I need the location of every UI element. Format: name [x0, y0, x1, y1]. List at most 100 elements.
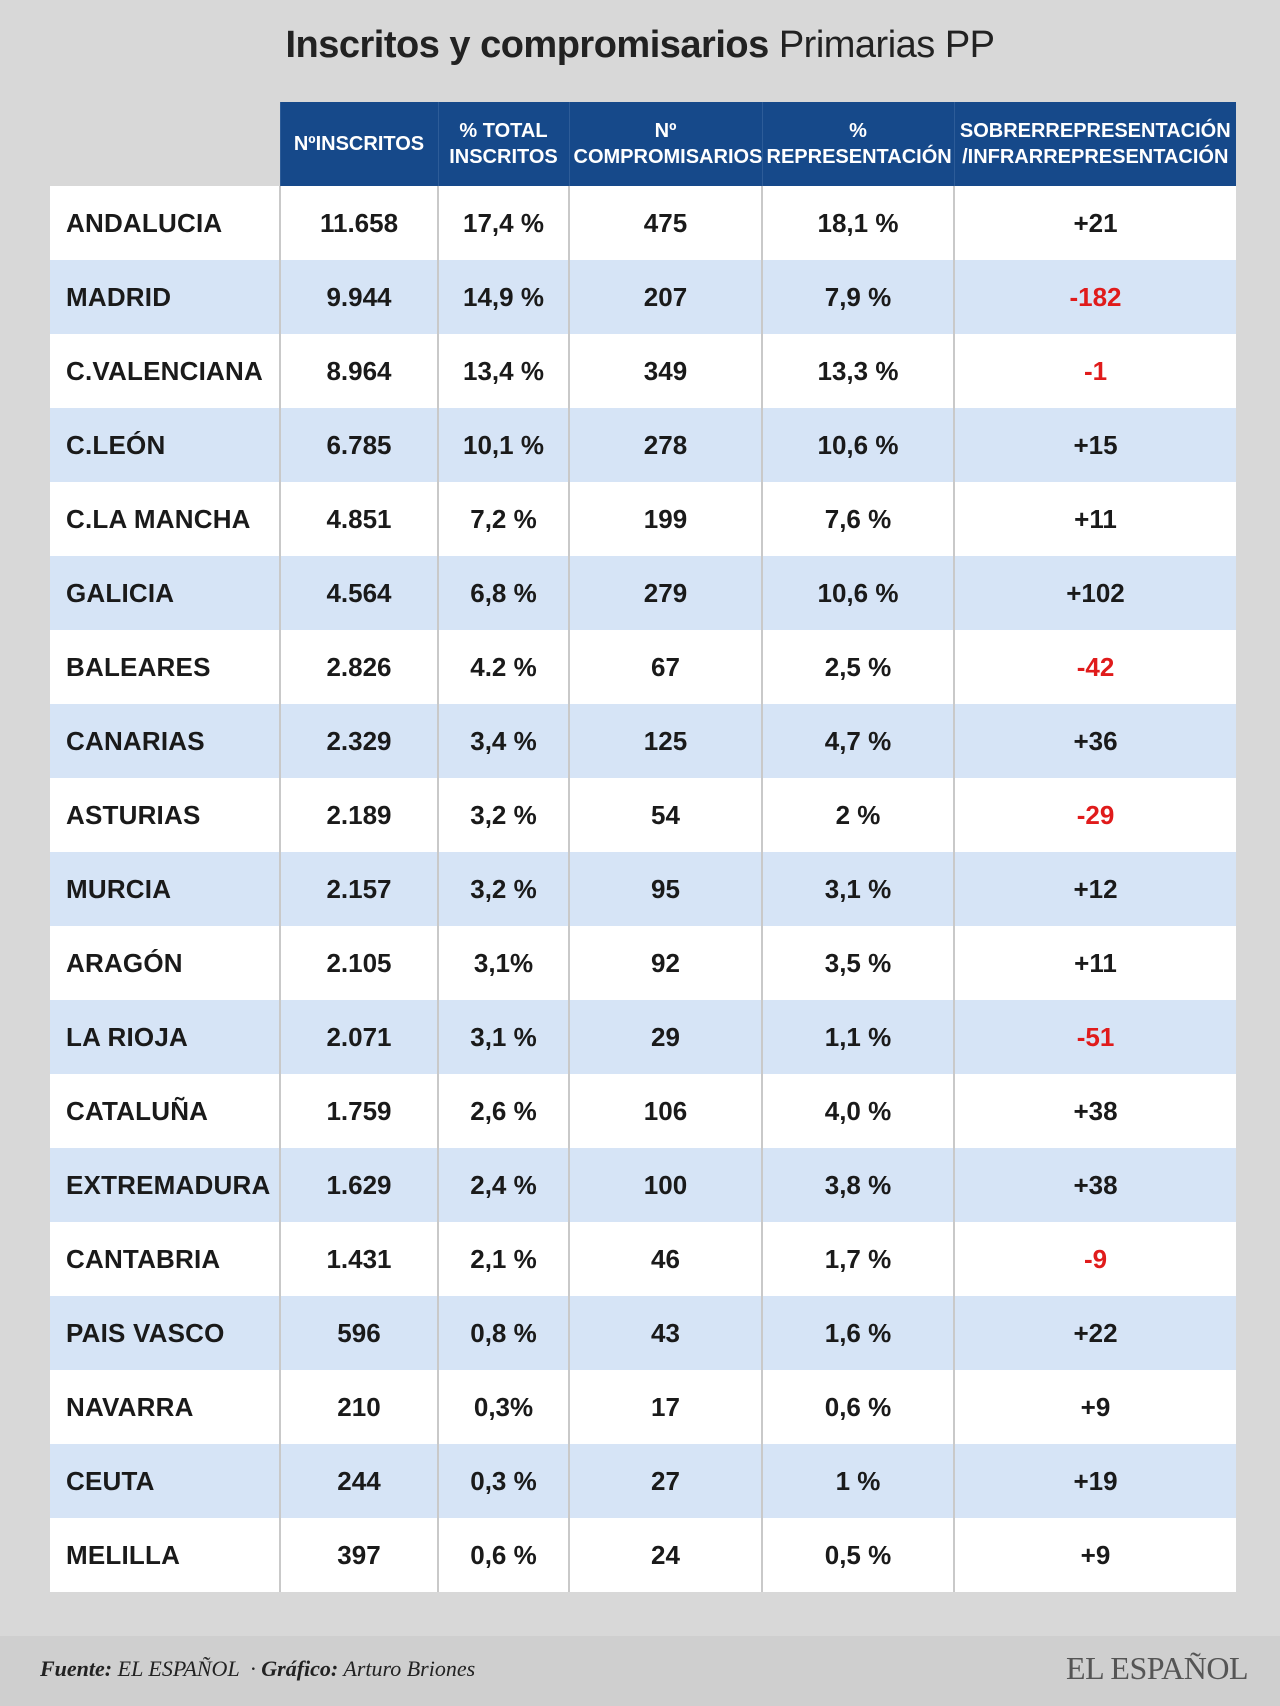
table-row: MELILLA 397 0,6 % 24 0,5 % +9: [50, 1518, 1236, 1592]
table-row: GALICIA 4.564 6,8 % 279 10,6 % +102: [50, 556, 1236, 630]
pct-total-cell: 3,4 %: [437, 704, 569, 778]
inscritos-cell: 4.851: [279, 482, 438, 556]
compromisarios-cell: 279: [568, 556, 762, 630]
inscritos-cell: 2.105: [279, 926, 438, 1000]
pct-total-cell: 0,3%: [437, 1370, 569, 1444]
column-header: % TOTAL INSCRITOS: [437, 102, 569, 186]
inscritos-cell: 8.964: [279, 334, 438, 408]
table-body: ANDALUCIA 11.658 17,4 % 475 18,1 % +21 MADRID 9…: [50, 186, 1236, 1592]
diff-cell: +19: [953, 1444, 1236, 1518]
table-row: CANARIAS 2.329 3,4 % 125 4,7 % +36: [50, 704, 1236, 778]
region-cell: MURCIA: [50, 852, 280, 926]
table-row: LA RIOJA 2.071 3,1 % 29 1,1 % -51: [50, 1000, 1236, 1074]
table-header: NºINSCRITOS % TOTAL INSCRITOS Nº COMPROMISAR…: [50, 102, 1236, 186]
credits-separator: ·: [250, 1656, 256, 1681]
pct-rep-cell: 1 %: [761, 1444, 954, 1518]
pct-total-cell: 7,2 %: [437, 482, 569, 556]
pct-total-cell: 3,2 %: [437, 852, 569, 926]
column-header-line: REPRESENTACIÓN: [766, 146, 952, 168]
compromisarios-cell: 100: [568, 1148, 762, 1222]
column-header: % REPRESENTACIÓN: [761, 102, 954, 186]
pct-rep-cell: 2 %: [761, 778, 954, 852]
diff-cell: +38: [953, 1074, 1236, 1148]
compromisarios-cell: 475: [568, 186, 762, 260]
pct-total-cell: 6,8 %: [437, 556, 569, 630]
region-cell: BALEARES: [50, 630, 280, 704]
diff-cell: +102: [953, 556, 1236, 630]
source-value: EL ESPAÑOL: [117, 1656, 240, 1681]
table-row: CATALUÑA 1.759 2,6 % 106 4,0 % +38: [50, 1074, 1236, 1148]
diff-cell: +38: [953, 1148, 1236, 1222]
compromisarios-cell: 125: [568, 704, 762, 778]
compromisarios-cell: 29: [568, 1000, 762, 1074]
inscritos-cell: 2.157: [279, 852, 438, 926]
inscritos-cell: 210: [279, 1370, 438, 1444]
table-row: C.LA MANCHA 4.851 7,2 % 199 7,6 % +11: [50, 482, 1236, 556]
region-cell: CEUTA: [50, 1444, 280, 1518]
diff-cell: +15: [953, 408, 1236, 482]
column-header-line: INSCRITOS: [449, 146, 558, 168]
footer: Fuente: EL ESPAÑOL · Gráfico: Arturo Bri…: [0, 1636, 1280, 1706]
graphic-label: Gráfico:: [261, 1656, 339, 1681]
diff-cell: -42: [953, 630, 1236, 704]
pct-total-cell: 3,2 %: [437, 778, 569, 852]
table-row: CANTABRIA 1.431 2,1 % 46 1,7 % -9: [50, 1222, 1236, 1296]
pct-rep-cell: 4,0 %: [761, 1074, 954, 1148]
inscritos-cell: 2.329: [279, 704, 438, 778]
compromisarios-cell: 349: [568, 334, 762, 408]
region-cell: LA RIOJA: [50, 1000, 280, 1074]
region-cell: ANDALUCIA: [50, 186, 280, 260]
region-cell: NAVARRA: [50, 1370, 280, 1444]
table-row: MURCIA 2.157 3,2 % 95 3,1 % +12: [50, 852, 1236, 926]
pct-total-cell: 10,1 %: [437, 408, 569, 482]
column-header-line: % TOTAL: [459, 120, 548, 142]
table-row: ASTURIAS 2.189 3,2 % 54 2 % -29: [50, 778, 1236, 852]
pct-total-cell: 4.2 %: [437, 630, 569, 704]
table-row: CEUTA 244 0,3 % 27 1 % +19: [50, 1444, 1236, 1518]
diff-cell: -29: [953, 778, 1236, 852]
compromisarios-cell: 92: [568, 926, 762, 1000]
pct-rep-cell: 1,6 %: [761, 1296, 954, 1370]
source-label: Fuente:: [40, 1656, 113, 1681]
compromisarios-cell: 199: [568, 482, 762, 556]
region-cell: PAIS VASCO: [50, 1296, 280, 1370]
diff-cell: -182: [953, 260, 1236, 334]
region-cell: C.VALENCIANA: [50, 334, 280, 408]
pct-total-cell: 2,1 %: [437, 1222, 569, 1296]
table-row: C.VALENCIANA 8.964 13,4 % 349 13,3 % -1: [50, 334, 1236, 408]
compromisarios-cell: 24: [568, 1518, 762, 1592]
inscritos-cell: 1.759: [279, 1074, 438, 1148]
pct-total-cell: 3,1 %: [437, 1000, 569, 1074]
diff-cell: +21: [953, 186, 1236, 260]
table-row: C.LEÓN 6.785 10,1 % 278 10,6 % +15: [50, 408, 1236, 482]
region-cell: CATALUÑA: [50, 1074, 280, 1148]
pct-total-cell: 2,6 %: [437, 1074, 569, 1148]
pct-rep-cell: 10,6 %: [761, 408, 954, 482]
inscritos-cell: 1.629: [279, 1148, 438, 1222]
data-table: NºINSCRITOS % TOTAL INSCRITOS Nº COMPROMISAR…: [50, 102, 1236, 1592]
column-header: NºINSCRITOS: [279, 102, 438, 186]
inscritos-cell: 2.826: [279, 630, 438, 704]
table-row: BALEARES 2.826 4.2 % 67 2,5 % -42: [50, 630, 1236, 704]
chart-title: Inscritos y compromisarios Primarias PP: [0, 24, 1280, 67]
pct-rep-cell: 3,8 %: [761, 1148, 954, 1222]
inscritos-cell: 9.944: [279, 260, 438, 334]
compromisarios-cell: 95: [568, 852, 762, 926]
pct-total-cell: 0,8 %: [437, 1296, 569, 1370]
column-header-line: %: [849, 120, 867, 142]
el-espanol-logo: EL ESPAÑOL: [1066, 1650, 1248, 1686]
credits: Fuente: EL ESPAÑOL · Gráfico: Arturo Bri…: [40, 1656, 475, 1682]
region-cell: MELILLA: [50, 1518, 280, 1592]
diff-cell: +11: [953, 482, 1236, 556]
inscritos-cell: 11.658: [279, 186, 438, 260]
region-cell: ASTURIAS: [50, 778, 280, 852]
pct-rep-cell: 0,5 %: [761, 1518, 954, 1592]
region-cell: C.LA MANCHA: [50, 482, 280, 556]
table-row: EXTREMADURA 1.629 2,4 % 100 3,8 % +38: [50, 1148, 1236, 1222]
region-cell: EXTREMADURA: [50, 1148, 280, 1222]
inscritos-cell: 596: [279, 1296, 438, 1370]
diff-cell: +9: [953, 1370, 1236, 1444]
header-blank-cell: [50, 102, 280, 186]
diff-cell: +22: [953, 1296, 1236, 1370]
diff-cell: +11: [953, 926, 1236, 1000]
